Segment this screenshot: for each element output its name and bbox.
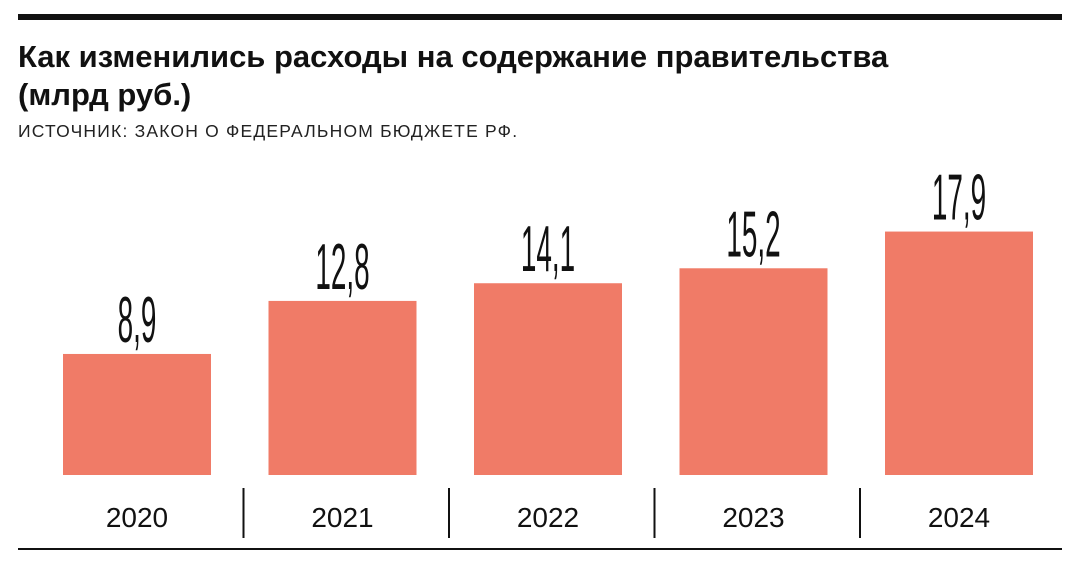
value-label-2020: 8,9 — [118, 284, 157, 357]
value-label-2022: 14,1 — [521, 213, 575, 286]
value-label-2021: 12,8 — [315, 230, 369, 303]
x-tick-2024: 2024 — [928, 502, 990, 533]
value-label-2024: 17,9 — [932, 161, 986, 234]
x-tick-2020: 2020 — [106, 502, 168, 533]
x-tick-2023: 2023 — [722, 502, 784, 533]
top-rule — [18, 14, 1062, 20]
bar-2024 — [885, 231, 1033, 475]
x-tick-2022: 2022 — [517, 502, 579, 533]
bar-2022 — [474, 283, 622, 475]
chart-source: ИСТОЧНИК: ЗАКОН О ФЕДЕРАЛЬНОМ БЮДЖЕТЕ РФ… — [18, 121, 519, 141]
bottom-rule — [18, 548, 1062, 550]
bar-2021 — [268, 300, 417, 475]
bar-2023 — [679, 268, 828, 475]
chart-title: Как изменились расходы на содержание пра… — [18, 39, 889, 112]
x-tick-2021: 2021 — [311, 502, 373, 533]
value-label-2023: 15,2 — [726, 198, 780, 271]
bar-2020 — [63, 353, 211, 475]
